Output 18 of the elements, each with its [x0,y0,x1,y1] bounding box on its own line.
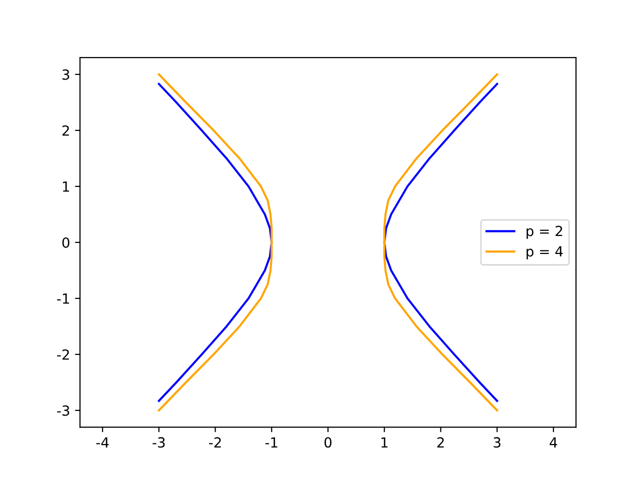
x-tick-label: -1 [265,437,278,448]
y-tick-label: -1 [57,294,69,304]
x-tick-label: -3 [152,437,165,448]
y-tick-label: 0 [62,237,70,248]
legend-label: p = 2 [526,226,562,239]
y-tick-label: -3 [57,405,70,416]
x-tick-label: 2 [437,437,444,448]
x-tick-label: -4 [96,437,109,448]
x-tick-label: 4 [550,437,558,448]
x-tick-label: 0 [324,437,332,448]
x-tick-label: 3 [494,437,500,448]
legend-label: p = 4 [526,246,563,260]
y-tick-label: -2 [57,349,69,360]
y-tick-label: 3 [62,69,70,80]
y-tick-label: 1 [62,182,69,192]
x-tick-label: 1 [381,437,388,448]
y-tick-label: 2 [62,125,69,136]
x-tick-label: -2 [209,437,221,448]
